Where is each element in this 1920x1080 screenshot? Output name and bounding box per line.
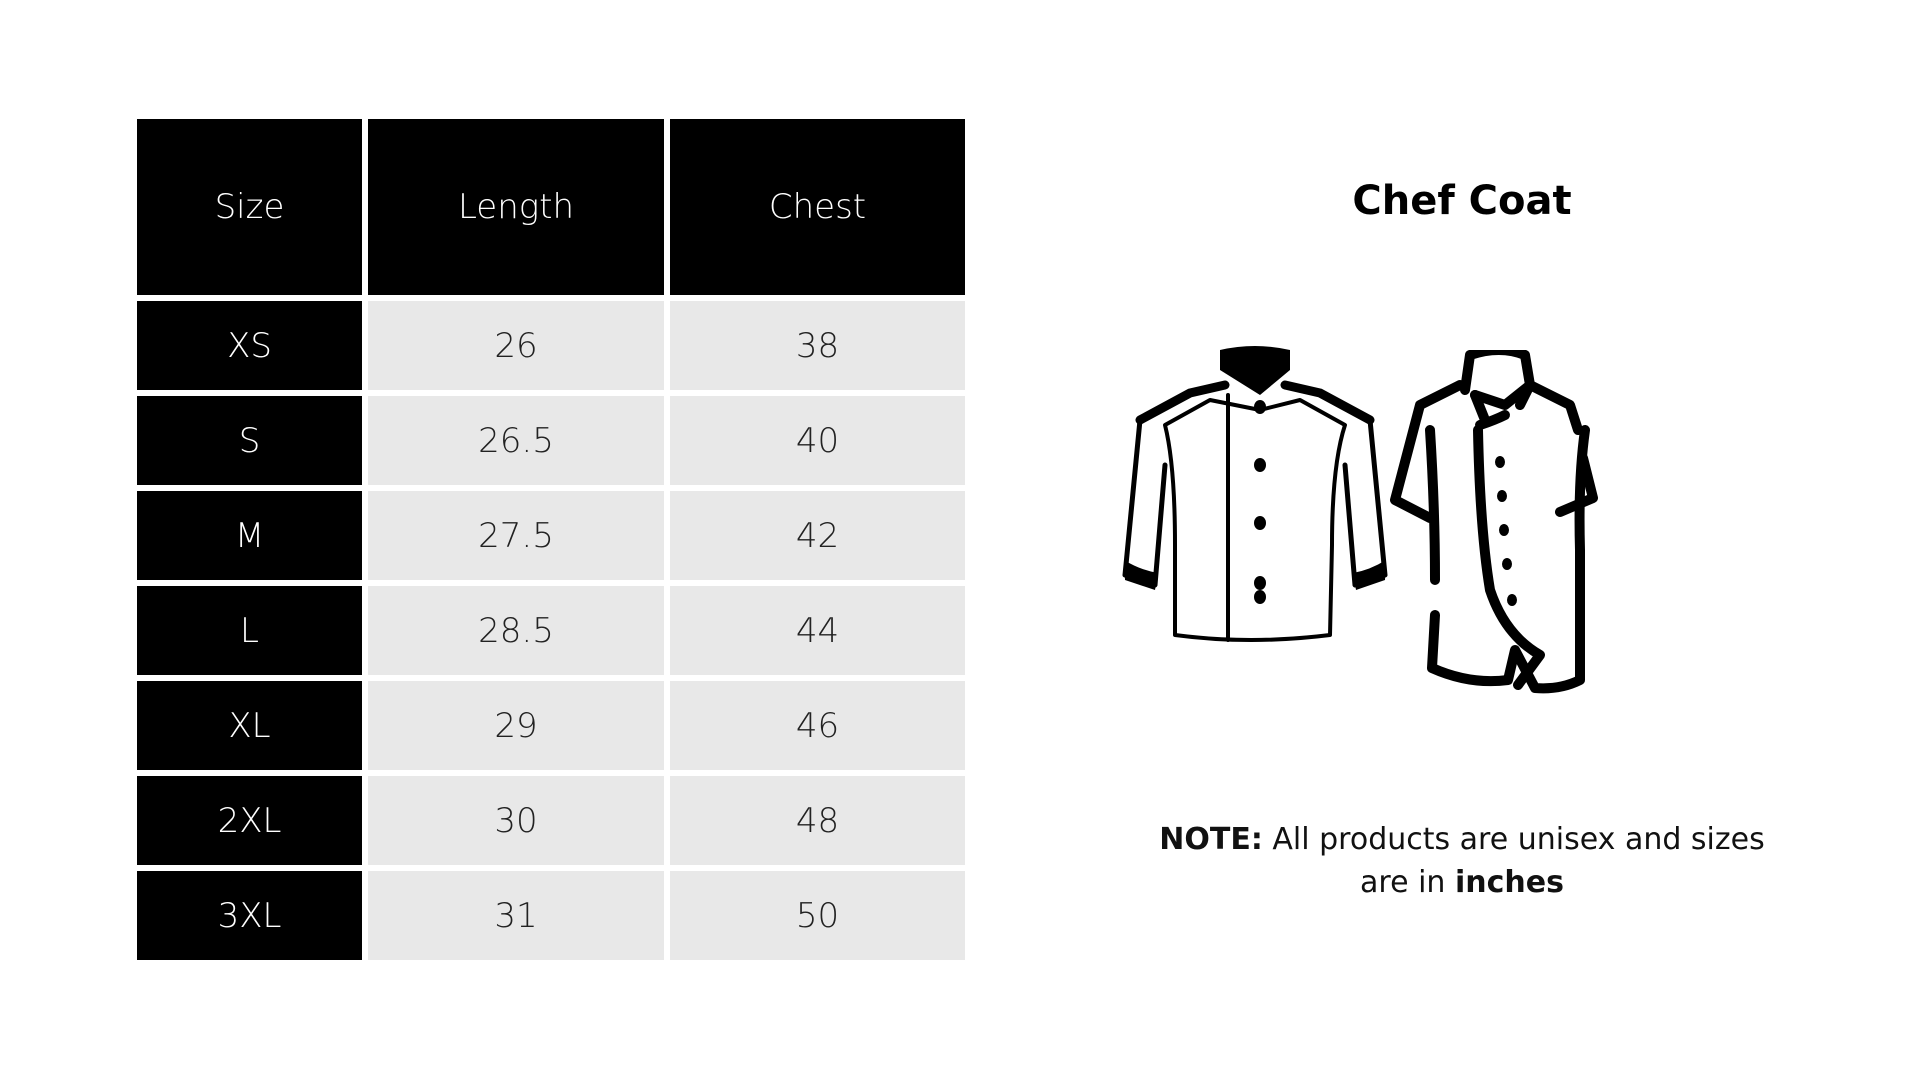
size-cell: 3XL [137, 871, 362, 960]
header-length: Length [368, 119, 664, 295]
size-cell: S [137, 396, 362, 485]
size-cell: XL [137, 681, 362, 770]
chest-cell: 50 [670, 871, 965, 960]
note-text: All products are unisex and sizes are in [1262, 822, 1765, 900]
chest-cell: 40 [670, 396, 965, 485]
product-title: Chef Coat [1352, 178, 1572, 224]
header-chest: Chest [670, 119, 965, 295]
short-sleeve-chef-coat-icon [1390, 350, 1598, 694]
header-size: Size [137, 119, 362, 295]
long-sleeve-chef-coat-icon [1122, 346, 1388, 642]
chest-cell: 48 [670, 776, 965, 865]
chest-cell: 42 [670, 491, 965, 580]
length-cell: 27.5 [368, 491, 664, 580]
note-label: NOTE: [1159, 822, 1263, 857]
size-cell: M [137, 491, 362, 580]
length-cell: 26.5 [368, 396, 664, 485]
sizing-note: NOTE: All products are unisex and sizes … [1142, 818, 1782, 904]
size-cell: L [137, 586, 362, 675]
size-cell: XS [137, 301, 362, 390]
length-cell: 26 [368, 301, 664, 390]
length-cell: 28.5 [368, 586, 664, 675]
chest-cell: 38 [670, 301, 965, 390]
chest-cell: 44 [670, 586, 965, 675]
chest-cell: 46 [670, 681, 965, 770]
size-chart-table: Size Length Chest XS 26 38 S 26.5 40 M 2… [137, 119, 965, 960]
note-unit: inches [1454, 865, 1564, 900]
size-cell: 2XL [137, 776, 362, 865]
length-cell: 29 [368, 681, 664, 770]
length-cell: 30 [368, 776, 664, 865]
length-cell: 31 [368, 871, 664, 960]
